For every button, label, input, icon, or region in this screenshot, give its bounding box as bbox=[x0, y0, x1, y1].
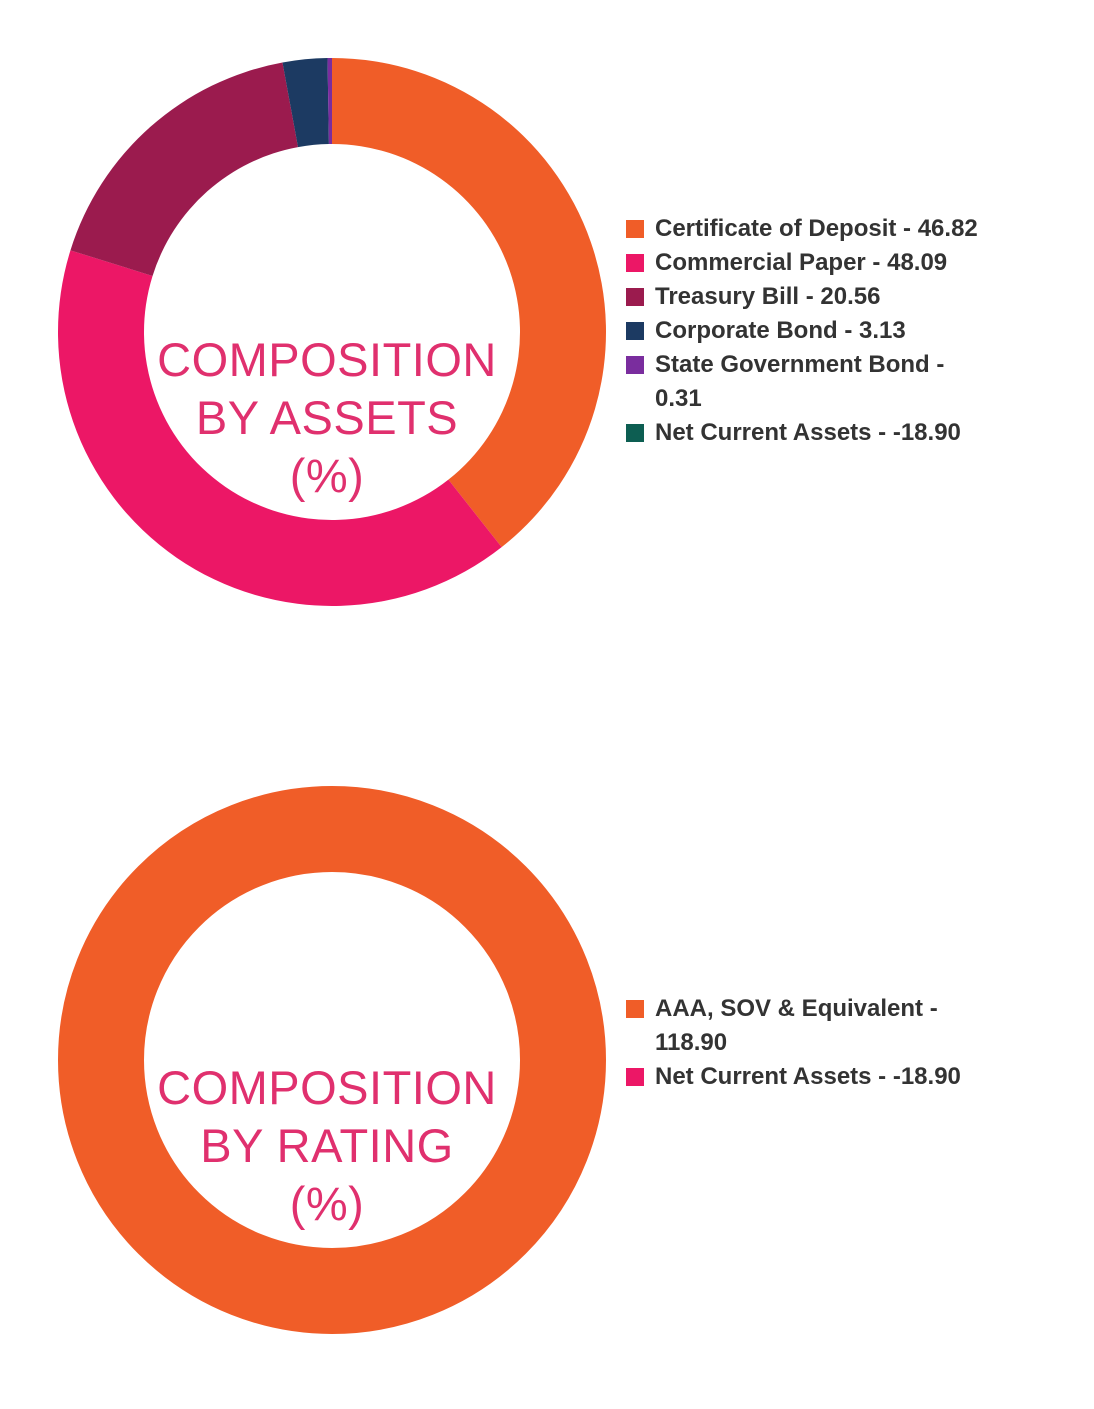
composition-by-rating-chart: COMPOSITION BY RATING (%) AAA, SOV & Equ… bbox=[0, 748, 1094, 1388]
center-label-line: (%) bbox=[289, 1177, 365, 1230]
legend-swatch bbox=[626, 1000, 644, 1018]
assets-center-label: COMPOSITION BY ASSETS (%) bbox=[112, 331, 542, 505]
assets-legend: Certificate of Deposit - 46.82 Commercia… bbox=[626, 212, 995, 450]
legend-label: Corporate Bond - 3.13 bbox=[655, 317, 906, 344]
legend-item: Net Current Assets - -18.90 bbox=[626, 1060, 995, 1094]
donut-slice-commercial-paper bbox=[57, 250, 502, 606]
legend-label: State Government Bond - 0.31 bbox=[655, 351, 945, 412]
assets-donut bbox=[57, 58, 606, 606]
donut-slice-aaa-sov-equivalent bbox=[58, 786, 606, 1334]
composition-by-assets-chart: COMPOSITION BY ASSETS (%) Certificate of… bbox=[0, 20, 1094, 660]
legend-swatch bbox=[626, 356, 644, 374]
legend-swatch bbox=[626, 220, 644, 238]
legend-item: State Government Bond - 0.31 bbox=[626, 348, 995, 416]
legend-swatch bbox=[626, 1068, 644, 1086]
legend-item: AAA, SOV & Equivalent - 118.90 bbox=[626, 992, 995, 1060]
legend-item: Net Current Assets - -18.90 bbox=[626, 416, 995, 450]
legend-swatch bbox=[626, 254, 644, 272]
donut-slice-certificate-of-deposit bbox=[332, 58, 606, 548]
legend-swatch bbox=[626, 424, 644, 442]
legend-item: Corporate Bond - 3.13 bbox=[626, 314, 995, 348]
center-label-line: COMPOSITION bbox=[157, 1061, 497, 1114]
center-label-line: BY RATING bbox=[200, 1119, 454, 1172]
legend-item: Commercial Paper - 48.09 bbox=[626, 246, 995, 280]
legend-label: Net Current Assets - -18.90 bbox=[655, 1063, 961, 1090]
rating-donut bbox=[58, 786, 606, 1334]
legend-label: AAA, SOV & Equivalent - 118.90 bbox=[655, 995, 938, 1056]
legend-item: Certificate of Deposit - 46.82 bbox=[626, 212, 995, 246]
center-label-line: BY ASSETS bbox=[195, 391, 459, 444]
rating-center-label: COMPOSITION BY RATING (%) bbox=[112, 1059, 542, 1233]
legend-swatch bbox=[626, 322, 644, 340]
legend-label: Net Current Assets - -18.90 bbox=[655, 419, 961, 446]
center-label-line: COMPOSITION bbox=[157, 333, 497, 386]
center-label-line: (%) bbox=[289, 449, 365, 502]
donut-slice-treasury-bill bbox=[70, 62, 299, 276]
legend-item: Treasury Bill - 20.56 bbox=[626, 280, 995, 314]
donut-slice-state-government-bond bbox=[327, 58, 332, 145]
legend-swatch bbox=[626, 288, 644, 306]
legend-label: Treasury Bill - 20.56 bbox=[655, 283, 881, 310]
rating-legend: AAA, SOV & Equivalent - 118.90 Net Curre… bbox=[626, 992, 995, 1094]
donut-slice-corporate-bond bbox=[282, 58, 329, 148]
legend-label: Certificate of Deposit - 46.82 bbox=[655, 215, 978, 242]
legend-label: Commercial Paper - 48.09 bbox=[655, 249, 948, 276]
